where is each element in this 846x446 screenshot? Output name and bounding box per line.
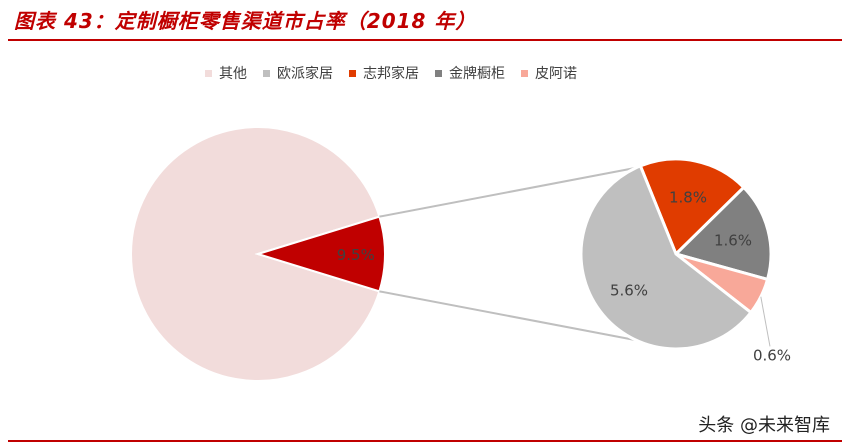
legend-label: 其他 <box>219 66 247 82</box>
legend-item: 志邦家居 <box>349 63 419 83</box>
title-divider <box>8 39 842 41</box>
legend-swatch <box>521 69 528 77</box>
detail-slice <box>579 163 753 351</box>
legend-swatch <box>349 69 356 77</box>
legend-label: 金牌橱柜 <box>449 66 505 82</box>
pie-slice-highlight <box>254 215 386 293</box>
legend-item: 其他 <box>205 63 247 83</box>
legend-label: 志邦家居 <box>363 66 419 82</box>
legend-label: 欧派家居 <box>277 66 333 82</box>
data-label: 1.6% <box>714 231 752 249</box>
legend-label: 皮阿诺 <box>535 66 577 82</box>
data-label: 5.6% <box>610 281 648 299</box>
bottom-divider <box>8 440 842 442</box>
legend-swatch <box>435 69 442 77</box>
legend-swatch <box>263 69 270 77</box>
data-label: 0.6% <box>753 346 791 364</box>
chart-legend: 其他 欧派家居 志邦家居 金牌橱柜 皮阿诺 <box>205 63 577 83</box>
leader-line <box>760 296 771 347</box>
detail-slice <box>638 157 746 257</box>
legend-item: 欧派家居 <box>263 63 333 83</box>
connector-line-bottom <box>379 290 636 341</box>
watermark: 头条 @未来智库 <box>698 415 830 436</box>
chart-title: 图表 43：定制橱柜零售渠道市占率（2018 年） <box>14 9 477 33</box>
detail-slice <box>673 185 773 282</box>
data-label: 9.5% <box>337 246 375 264</box>
legend-swatch <box>205 69 212 77</box>
connector-line-top <box>379 167 636 218</box>
legend-item: 皮阿诺 <box>521 63 577 83</box>
legend-item: 金牌橱柜 <box>435 63 505 83</box>
data-label: 1.8% <box>669 188 707 206</box>
